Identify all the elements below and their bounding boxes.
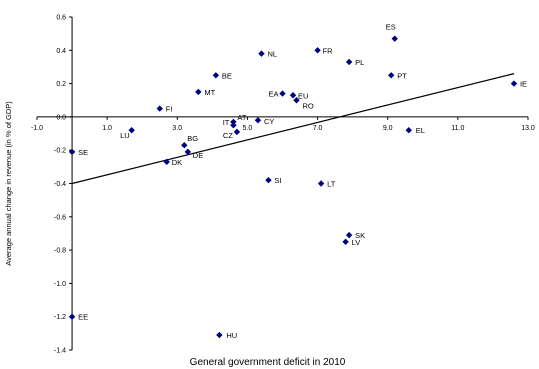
point-marker-it [230, 122, 237, 129]
x-tick-label: 7.0 [313, 125, 323, 132]
point-label-sk: SK [355, 231, 365, 240]
y-tick-label: 0.2 [56, 81, 66, 88]
x-tick-label: 9.0 [383, 125, 393, 132]
x-axis-title: General government deficit in 2010 [190, 357, 346, 368]
point-marker-fr [314, 47, 321, 54]
point-marker-sk [345, 231, 353, 239]
y-tick-label: -0.8 [54, 248, 66, 255]
point-marker-es [391, 35, 398, 42]
trendline-line [71, 73, 515, 185]
x-tick-label: 3.0 [172, 125, 182, 132]
point-marker-bg [181, 142, 188, 149]
point-label-ro: RO [303, 101, 314, 110]
y-tick-label: 0.4 [56, 48, 66, 55]
point-label-dk: DK [172, 158, 182, 167]
x-tick-label: 13.0 [521, 125, 535, 132]
y-axis [69, 16, 73, 351]
point-label-pl: PL [355, 58, 364, 67]
point-marker-cz [233, 128, 241, 136]
y-tick-label: -0.2 [54, 148, 66, 155]
point-marker-be [212, 72, 220, 79]
y-axis-title: Average annual change in revenue (in % o… [4, 101, 13, 266]
point-label-be: BE [222, 71, 232, 80]
point-label-de: DE [193, 151, 203, 160]
point-label-bg: BG [187, 134, 198, 143]
point-marker-pt [388, 72, 395, 79]
point-label-cz: CZ [223, 131, 233, 140]
y-tick-labels: 0.6 0.4 0.2 0.0 -0.2 -0.4 -0.6 -0.8 -1.0 -1.2 -1.4 [54, 15, 66, 355]
point-marker-lu [128, 127, 135, 134]
point-marker-eu [289, 92, 297, 99]
x-tick-label: 1.0 [102, 125, 112, 132]
point-label-cy: CY [264, 117, 274, 126]
point-marker-el [405, 127, 412, 134]
point-label-fi: FI [166, 105, 173, 114]
point-label-se: SE [78, 148, 88, 157]
point-marker-dk [163, 158, 170, 166]
point-marker-lt [317, 180, 325, 187]
y-tick-label: 0.6 [56, 15, 66, 22]
y-tick-label: -1.4 [54, 348, 66, 355]
point-label-lu: LU [120, 131, 130, 140]
point-label-es: ES [386, 23, 396, 32]
point-label-lt: LT [327, 180, 336, 189]
point-label-mt: MT [204, 88, 215, 97]
y-tick-label: -1.0 [54, 281, 66, 288]
point-marker-at [230, 118, 237, 126]
point-label-fr: FR [323, 46, 334, 55]
point-label-el: EL [416, 126, 425, 135]
point-marker-fi [156, 105, 163, 112]
x-tick-label: 5.0 [243, 125, 253, 132]
point-marker-mt [195, 88, 202, 96]
point-label-ee: EE [78, 313, 88, 322]
point-label-it: IT [223, 118, 230, 127]
point-label-hu: HU [226, 331, 237, 340]
point-label-pt: PT [397, 71, 407, 80]
point-label-si: SI [274, 176, 281, 185]
point-marker-lv [342, 238, 349, 245]
point-marker-ie [510, 80, 518, 87]
point-marker-de [184, 148, 192, 156]
point-marker-si [265, 176, 272, 184]
point-marker-hu [216, 331, 223, 339]
x-tick-label: -1.0 [31, 125, 43, 132]
point-label-eu: EU [298, 91, 308, 100]
y-tick-label: -0.4 [54, 181, 66, 188]
point-label-at: AT [237, 113, 246, 122]
point-label-ie: IE [520, 80, 527, 89]
point-marker-cy [254, 117, 262, 124]
y-tick-label: 0.0 [56, 114, 66, 121]
point-marker-ee [68, 313, 76, 320]
point-label-ea: EA [268, 90, 278, 99]
point-marker-ea [279, 90, 286, 97]
x-tick-label: 11.0 [451, 125, 464, 132]
point-label-nl: NL [267, 50, 277, 59]
y-tick-label: -1.2 [54, 314, 66, 321]
x-axis [36, 116, 529, 120]
trendline [71, 73, 515, 185]
x-tick-labels: -1.0 1.0 3.0 5.0 7.0 9.0 11.0 13.0 [31, 125, 535, 132]
point-marker-pl [345, 58, 353, 66]
point-label-lv: LV [352, 238, 361, 247]
point-marker-ro [293, 97, 300, 104]
point-marker-se [68, 148, 76, 156]
point-marker-nl [258, 50, 265, 57]
y-tick-label: -0.6 [54, 214, 66, 221]
